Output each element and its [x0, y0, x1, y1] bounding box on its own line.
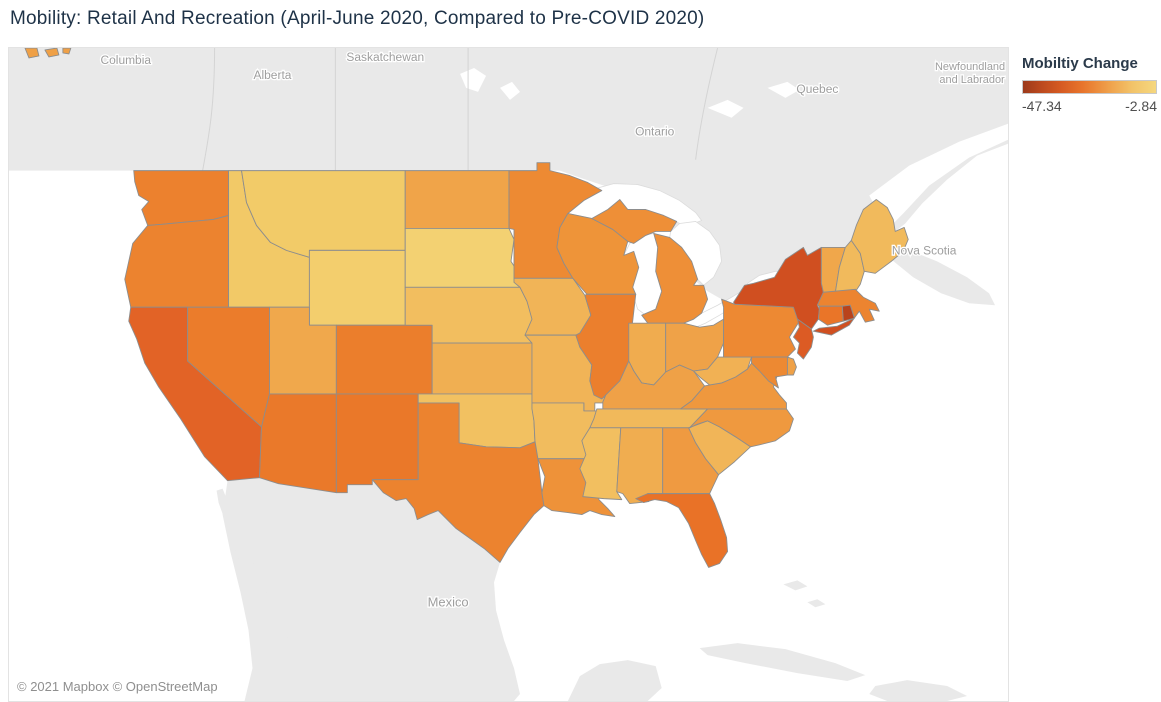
choropleth-map[interactable]: Washington: -25Oregon: -24California: -3… — [9, 48, 1008, 701]
legend-labels: -47.34 -2.84 — [1022, 98, 1157, 114]
state-al[interactable]: Alabama: -15 — [616, 427, 664, 505]
yucatan-land — [567, 660, 662, 701]
state-me[interactable]: Maine: -13 — [850, 199, 909, 274]
legend-min-label: -47.34 — [1022, 98, 1062, 114]
state-ms[interactable]: Mississippi: -12 — [579, 427, 623, 501]
state-nj[interactable]: New Jersey: -36 — [792, 318, 814, 360]
legend-gradient-bar[interactable] — [1022, 80, 1157, 94]
baja-peninsula — [216, 488, 297, 663]
canada-land — [9, 48, 1008, 303]
state-mi[interactable]: Michigan: -21 — [591, 199, 709, 324]
map-label-nova-scotia: Nova Scotia — [892, 243, 957, 257]
map-label-newfoundland-2: and Labrador — [939, 74, 1005, 86]
map-label-ontario: Ontario — [635, 125, 675, 139]
state-nd[interactable]: North Dakota: -17 — [404, 170, 510, 229]
state-or[interactable]: Oregon: -24 — [124, 215, 230, 308]
map-label-quebec: Quebec — [796, 82, 838, 96]
state-de[interactable]: Delaware: -17 — [786, 356, 797, 376]
border-bc-ab — [202, 48, 216, 171]
state-sd[interactable]: South Dakota: -7 — [404, 227, 521, 288]
state-tx[interactable]: Texas: -24 — [371, 402, 545, 563]
nova-scotia-land — [879, 243, 996, 306]
state-co[interactable]: Colorado: -25 — [335, 324, 433, 395]
bahamas-islands — [783, 580, 826, 608]
legend-max-label: -2.84 — [1125, 98, 1157, 114]
state-wy[interactable]: Wyoming: -8 — [308, 249, 406, 326]
state-nc[interactable]: North Carolina: -19 — [689, 408, 794, 448]
state-wa[interactable]: Washington: -25 — [133, 170, 230, 226]
map-attribution[interactable]: © 2021 Mapbox © OpenStreetMap — [11, 678, 224, 695]
state-pa[interactable]: Pennsylvania: -22 — [721, 298, 800, 358]
map-label-alberta: Alberta — [254, 68, 292, 82]
st-lawrence-river — [869, 123, 1008, 230]
legend-title: Mobiltiy Change — [1022, 55, 1138, 72]
cuba-land — [699, 643, 866, 682]
hispaniola-land — [869, 680, 968, 701]
border-on-qc — [695, 48, 719, 160]
state-az[interactable]: Arizona: -27 — [259, 393, 337, 494]
map-label-newfoundland-1: Newfoundland — [935, 61, 1005, 73]
map-label-mexico: Mexico — [428, 594, 469, 609]
state-nm[interactable]: New Mexico: -27 — [335, 393, 419, 494]
map-panel: Washington: -25Oregon: -24California: -3… — [8, 47, 1009, 702]
state-fl[interactable]: Florida: -29 — [635, 493, 729, 568]
map-label-columbia: Columbia — [101, 53, 152, 67]
state-ak[interactable]: Alaska (partial): -17 — [24, 48, 72, 59]
color-legend: Mobiltiy Change -47.34 -2.84 — [1022, 55, 1157, 114]
canada-lakes — [460, 67, 800, 118]
state-ct[interactable]: Connecticut: -28 — [817, 305, 844, 326]
map-label-saskatchewan: Saskatchewan — [346, 50, 424, 64]
state-ks[interactable]: Kansas: -15 — [431, 342, 533, 395]
state-mn[interactable]: Minnesota: -22 — [508, 162, 603, 279]
state-tn[interactable]: Tennessee: -13 — [589, 408, 709, 429]
page-title: Mobility: Retail And Recreation (April-J… — [10, 8, 705, 29]
mexico-land — [222, 477, 520, 701]
state-ri[interactable]: Rhode Island: -44 — [841, 304, 855, 322]
